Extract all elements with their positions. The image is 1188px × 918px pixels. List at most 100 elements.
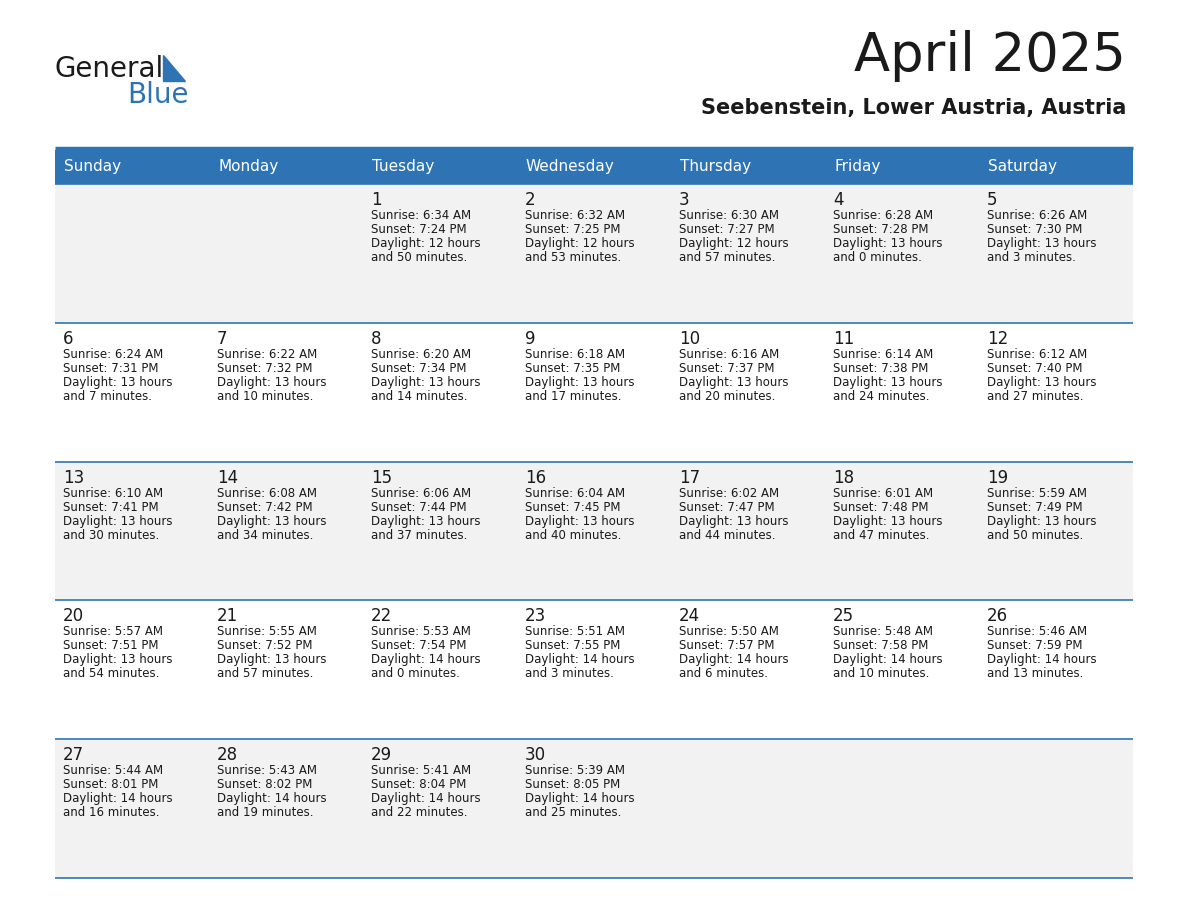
Text: Daylight: 13 hours: Daylight: 13 hours bbox=[525, 515, 634, 528]
Text: and 17 minutes.: and 17 minutes. bbox=[525, 390, 621, 403]
Text: Sunrise: 6:24 AM: Sunrise: 6:24 AM bbox=[63, 348, 163, 361]
Text: Sunset: 7:28 PM: Sunset: 7:28 PM bbox=[833, 223, 929, 236]
Text: Sunrise: 6:22 AM: Sunrise: 6:22 AM bbox=[217, 348, 317, 361]
Bar bbox=[671, 184, 824, 323]
Text: 5: 5 bbox=[987, 191, 998, 209]
Text: and 24 minutes.: and 24 minutes. bbox=[833, 390, 929, 403]
Text: 9: 9 bbox=[525, 330, 536, 348]
Text: Sunrise: 6:26 AM: Sunrise: 6:26 AM bbox=[987, 209, 1087, 222]
Text: Daylight: 13 hours: Daylight: 13 hours bbox=[680, 515, 789, 528]
Text: Sunrise: 5:46 AM: Sunrise: 5:46 AM bbox=[987, 625, 1087, 638]
Text: Sunset: 7:32 PM: Sunset: 7:32 PM bbox=[217, 362, 312, 375]
Text: Sunrise: 6:20 AM: Sunrise: 6:20 AM bbox=[371, 348, 472, 361]
Bar bbox=[979, 739, 1133, 878]
Text: and 13 minutes.: and 13 minutes. bbox=[987, 667, 1083, 680]
Text: 23: 23 bbox=[525, 608, 546, 625]
Text: April 2025: April 2025 bbox=[854, 30, 1126, 82]
Bar bbox=[209, 323, 364, 462]
Bar bbox=[364, 462, 517, 600]
Bar bbox=[979, 600, 1133, 739]
Bar bbox=[55, 184, 209, 323]
Bar bbox=[824, 150, 979, 184]
Text: Daylight: 14 hours: Daylight: 14 hours bbox=[217, 792, 327, 805]
Text: Sunrise: 6:30 AM: Sunrise: 6:30 AM bbox=[680, 209, 779, 222]
Text: Daylight: 14 hours: Daylight: 14 hours bbox=[525, 654, 634, 666]
Bar bbox=[55, 462, 209, 600]
Bar bbox=[517, 739, 671, 878]
Bar bbox=[517, 150, 671, 184]
Text: Sunrise: 6:01 AM: Sunrise: 6:01 AM bbox=[833, 487, 933, 499]
Bar bbox=[824, 462, 979, 600]
Bar bbox=[364, 600, 517, 739]
Text: Sunset: 7:54 PM: Sunset: 7:54 PM bbox=[371, 640, 467, 653]
Text: 17: 17 bbox=[680, 468, 700, 487]
Text: Sunset: 7:41 PM: Sunset: 7:41 PM bbox=[63, 500, 159, 513]
Text: Friday: Friday bbox=[834, 160, 880, 174]
Text: Sunrise: 5:43 AM: Sunrise: 5:43 AM bbox=[217, 764, 317, 778]
Bar bbox=[55, 600, 209, 739]
Text: Daylight: 14 hours: Daylight: 14 hours bbox=[987, 654, 1097, 666]
Bar bbox=[671, 462, 824, 600]
Text: Daylight: 12 hours: Daylight: 12 hours bbox=[525, 237, 634, 250]
Bar bbox=[824, 184, 979, 323]
Text: Sunrise: 6:04 AM: Sunrise: 6:04 AM bbox=[525, 487, 625, 499]
Text: Sunrise: 6:06 AM: Sunrise: 6:06 AM bbox=[371, 487, 472, 499]
Text: Tuesday: Tuesday bbox=[372, 160, 435, 174]
Text: Daylight: 13 hours: Daylight: 13 hours bbox=[833, 237, 942, 250]
Text: Sunrise: 5:39 AM: Sunrise: 5:39 AM bbox=[525, 764, 625, 778]
Text: Sunset: 7:59 PM: Sunset: 7:59 PM bbox=[987, 640, 1082, 653]
Text: 22: 22 bbox=[371, 608, 392, 625]
Text: 25: 25 bbox=[833, 608, 854, 625]
Text: and 25 minutes.: and 25 minutes. bbox=[525, 806, 621, 819]
Text: Sunset: 7:24 PM: Sunset: 7:24 PM bbox=[371, 223, 467, 236]
Text: Sunset: 8:01 PM: Sunset: 8:01 PM bbox=[63, 778, 158, 791]
Text: Sunset: 8:02 PM: Sunset: 8:02 PM bbox=[217, 778, 312, 791]
Text: Wednesday: Wednesday bbox=[526, 160, 614, 174]
Text: and 6 minutes.: and 6 minutes. bbox=[680, 667, 767, 680]
Text: and 54 minutes.: and 54 minutes. bbox=[63, 667, 159, 680]
Text: 18: 18 bbox=[833, 468, 854, 487]
Text: Sunset: 7:57 PM: Sunset: 7:57 PM bbox=[680, 640, 775, 653]
Text: Daylight: 13 hours: Daylight: 13 hours bbox=[63, 375, 172, 389]
Text: Sunrise: 6:16 AM: Sunrise: 6:16 AM bbox=[680, 348, 779, 361]
Text: Sunset: 7:51 PM: Sunset: 7:51 PM bbox=[63, 640, 158, 653]
Bar bbox=[517, 462, 671, 600]
Bar bbox=[671, 150, 824, 184]
Text: Sunset: 7:44 PM: Sunset: 7:44 PM bbox=[371, 500, 467, 513]
Text: 16: 16 bbox=[525, 468, 546, 487]
Text: and 50 minutes.: and 50 minutes. bbox=[987, 529, 1083, 542]
Text: 14: 14 bbox=[217, 468, 238, 487]
Text: 20: 20 bbox=[63, 608, 84, 625]
Text: 29: 29 bbox=[371, 746, 392, 764]
Text: Sunset: 8:04 PM: Sunset: 8:04 PM bbox=[371, 778, 467, 791]
Text: Sunset: 7:55 PM: Sunset: 7:55 PM bbox=[525, 640, 620, 653]
Text: Daylight: 13 hours: Daylight: 13 hours bbox=[217, 375, 327, 389]
Text: Sunset: 8:05 PM: Sunset: 8:05 PM bbox=[525, 778, 620, 791]
Text: and 3 minutes.: and 3 minutes. bbox=[525, 667, 614, 680]
Text: Daylight: 13 hours: Daylight: 13 hours bbox=[833, 515, 942, 528]
Text: Daylight: 14 hours: Daylight: 14 hours bbox=[63, 792, 172, 805]
Text: Sunrise: 6:02 AM: Sunrise: 6:02 AM bbox=[680, 487, 779, 499]
Text: Sunrise: 6:32 AM: Sunrise: 6:32 AM bbox=[525, 209, 625, 222]
Text: and 50 minutes.: and 50 minutes. bbox=[371, 251, 467, 264]
Polygon shape bbox=[163, 55, 185, 81]
Text: 1: 1 bbox=[371, 191, 381, 209]
Text: and 0 minutes.: and 0 minutes. bbox=[833, 251, 922, 264]
Text: Daylight: 14 hours: Daylight: 14 hours bbox=[371, 792, 481, 805]
Text: Sunrise: 6:12 AM: Sunrise: 6:12 AM bbox=[987, 348, 1087, 361]
Text: 30: 30 bbox=[525, 746, 546, 764]
Bar bbox=[517, 184, 671, 323]
Text: and 27 minutes.: and 27 minutes. bbox=[987, 390, 1083, 403]
Text: 28: 28 bbox=[217, 746, 238, 764]
Text: Daylight: 13 hours: Daylight: 13 hours bbox=[217, 654, 327, 666]
Text: Sunday: Sunday bbox=[64, 160, 121, 174]
Bar bbox=[671, 600, 824, 739]
Text: 24: 24 bbox=[680, 608, 700, 625]
Text: Sunset: 7:47 PM: Sunset: 7:47 PM bbox=[680, 500, 775, 513]
Text: General: General bbox=[55, 55, 164, 83]
Text: Sunrise: 6:14 AM: Sunrise: 6:14 AM bbox=[833, 348, 934, 361]
Text: Daylight: 14 hours: Daylight: 14 hours bbox=[525, 792, 634, 805]
Text: Sunrise: 5:50 AM: Sunrise: 5:50 AM bbox=[680, 625, 779, 638]
Text: and 30 minutes.: and 30 minutes. bbox=[63, 529, 159, 542]
Bar bbox=[824, 739, 979, 878]
